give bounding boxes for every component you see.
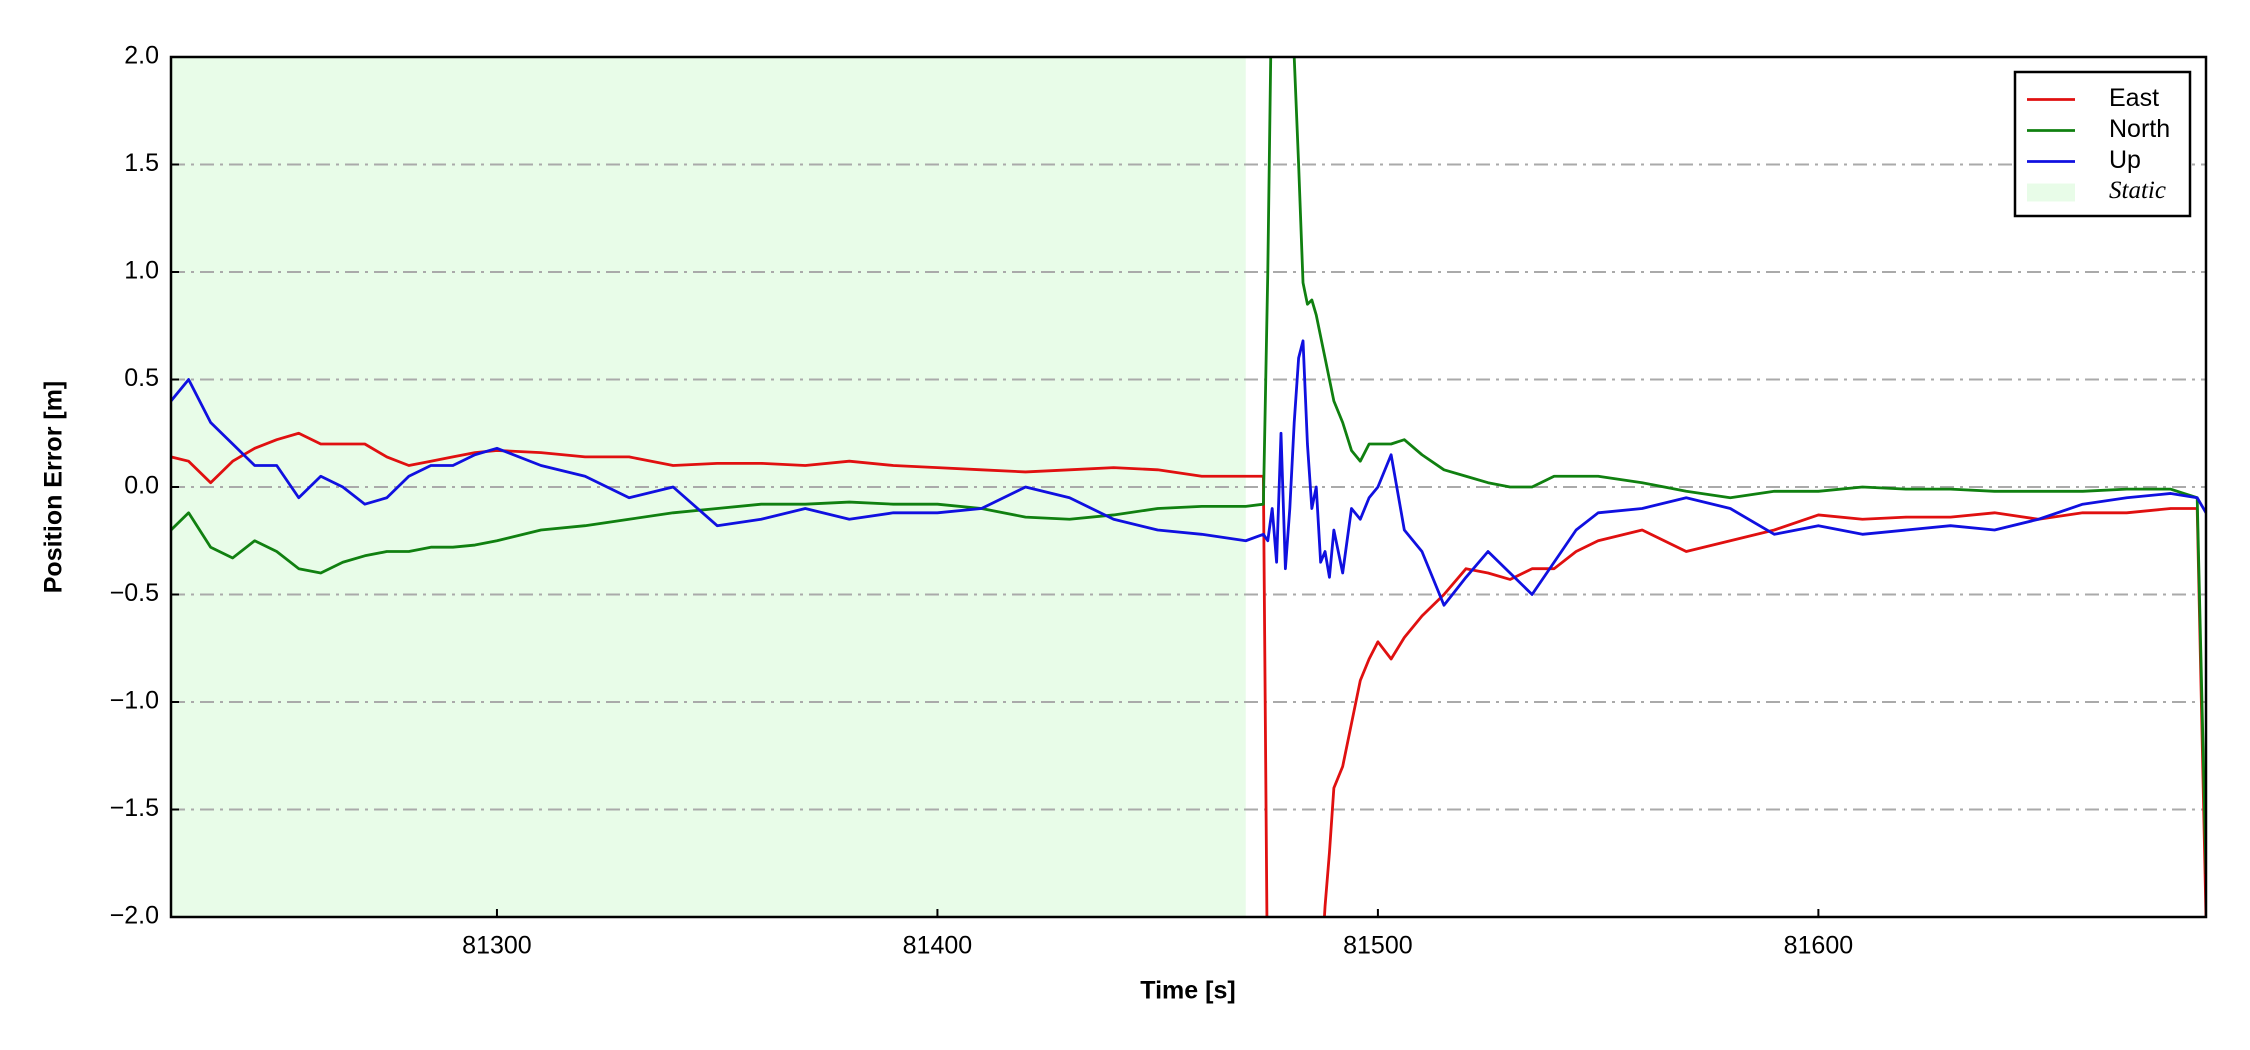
shaded-span [171, 57, 1246, 917]
series-line [171, 57, 2206, 875]
y-tick-label: −1.0 [110, 687, 159, 715]
lines-layer [171, 57, 2206, 917]
legend-label: Up [2109, 146, 2141, 174]
x-tick-label: 81400 [903, 932, 973, 960]
y-tick-label: 2.0 [124, 42, 159, 70]
background-layer [171, 57, 1246, 917]
legend-label: East [2109, 84, 2159, 112]
y-tick-label: 0.0 [124, 472, 159, 500]
x-axis-label: Time [s] [1140, 977, 1235, 1005]
y-tick-label: −1.5 [110, 794, 159, 822]
x-tick-label: 81500 [1343, 932, 1413, 960]
legend-label: Static [2109, 177, 2166, 204]
y-tick-label: −2.0 [110, 902, 159, 930]
ticks-layer: −2.0 −1.5 −1.0 −0.5 0.0 0.5 1.0 1.5 2.0 81300 8140… [110, 42, 1854, 960]
legend-swatch [2027, 183, 2075, 202]
legend: East North Up Static [2013, 70, 2192, 218]
y-tick-label: 1.0 [124, 257, 159, 285]
series-line [171, 431, 2206, 917]
grid-layer [171, 163, 2206, 811]
series-line [171, 339, 2206, 607]
y-tick-label: 0.5 [124, 364, 159, 392]
y-axis-label: Position Error [m] [40, 381, 68, 594]
legend-label: North [2109, 115, 2170, 143]
y-tick-label: 1.5 [124, 149, 159, 177]
x-tick-label: 81300 [462, 932, 532, 960]
y-tick-label: −0.5 [110, 579, 159, 607]
x-tick-label: 81600 [1784, 932, 1854, 960]
